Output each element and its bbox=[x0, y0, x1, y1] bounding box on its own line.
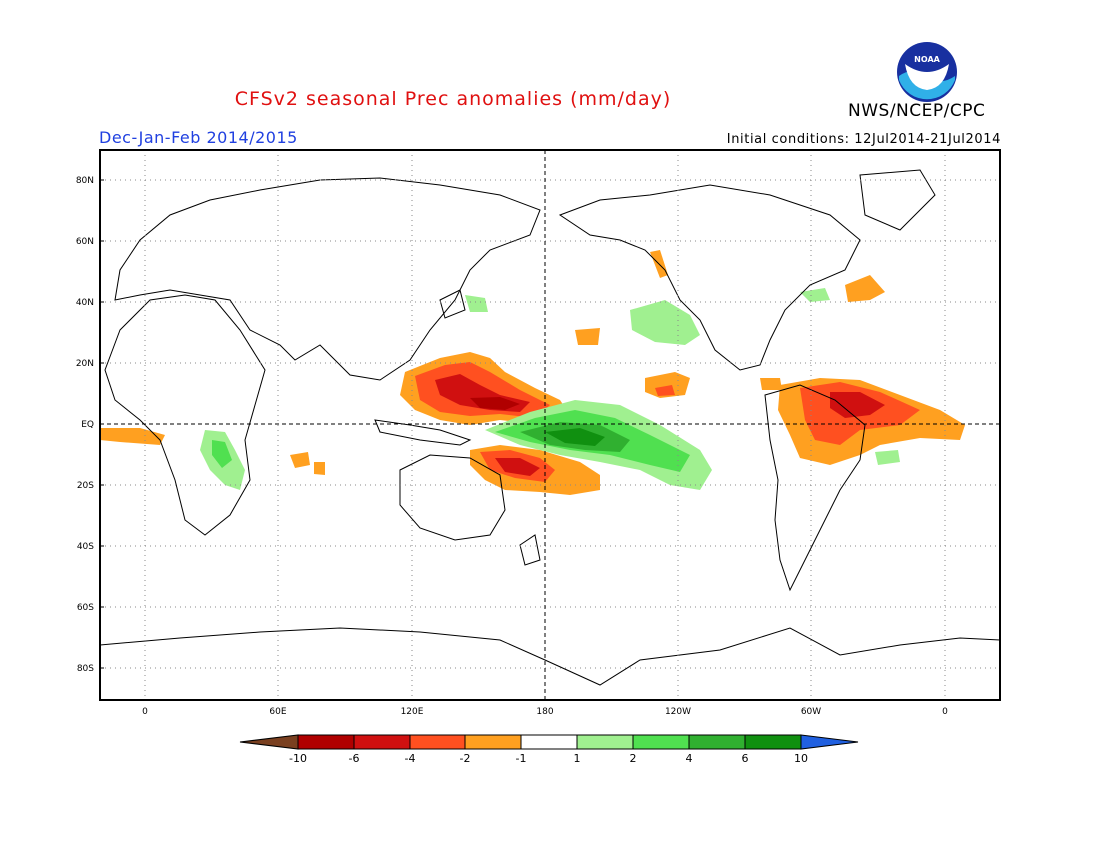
africa-coast bbox=[104, 294, 266, 536]
indonesia-coast bbox=[374, 419, 472, 446]
reference-lines bbox=[100, 150, 1000, 700]
npac-wet bbox=[465, 295, 488, 312]
lat-label-20s: 20S bbox=[77, 481, 94, 491]
south-america-coast bbox=[764, 384, 866, 592]
agency-label: NWS/NCEP/CPC bbox=[848, 101, 986, 121]
colorbar-bin-3 bbox=[409, 734, 466, 750]
colorbar-label: -1 bbox=[516, 752, 527, 765]
wpac-dry-peak bbox=[470, 397, 520, 410]
colorbar-label: 1 bbox=[574, 752, 581, 765]
initial-conditions-label: Initial conditions: 12Jul2014-21Jul2014 bbox=[726, 132, 1001, 147]
map-frame bbox=[99, 149, 1001, 701]
lat-axis: 80N 60N 40N 20N EQ 20S 40S 60S 80S bbox=[76, 176, 94, 674]
noaa-logo-text: NOAA bbox=[914, 55, 940, 64]
colorbar-bin-4 bbox=[464, 734, 522, 750]
lat-label-eq: EQ bbox=[81, 420, 94, 430]
antarctica-coast bbox=[100, 627, 1000, 686]
colorbar-labels: -10 -6 -4 -2 -1 1 2 4 6 10 bbox=[289, 752, 808, 765]
natl-dry bbox=[845, 275, 885, 302]
colorbar-label: 2 bbox=[630, 752, 637, 765]
lon-label-60e: 60E bbox=[269, 707, 286, 717]
cpac-wet-peak bbox=[545, 428, 605, 446]
season-label: Dec-Jan-Feb 2014/2015 bbox=[99, 128, 298, 147]
chart-title: CFSv2 seasonal Prec anomalies (mm/day) bbox=[0, 88, 1100, 110]
colorbar-label: 4 bbox=[686, 752, 693, 765]
greenland-coast bbox=[859, 169, 936, 231]
africa-wet-core bbox=[212, 440, 232, 468]
colorbar-bin-1 bbox=[297, 734, 355, 750]
coastlines bbox=[100, 169, 1000, 686]
japan-coast bbox=[439, 289, 466, 319]
colorbar-label: 10 bbox=[794, 752, 808, 765]
lat-label-40s: 40S bbox=[77, 542, 94, 552]
colorbar-label: -6 bbox=[349, 752, 360, 765]
lat-label-60s: 60S bbox=[77, 603, 94, 613]
colorbar-bin-8 bbox=[688, 734, 746, 750]
io-dry-1 bbox=[290, 452, 310, 468]
io-dry-2 bbox=[314, 462, 325, 475]
north-america-coast bbox=[558, 184, 861, 371]
graticule bbox=[100, 150, 1000, 700]
colorbar-low-arrow bbox=[239, 734, 299, 750]
colorbar-label: -4 bbox=[405, 752, 416, 765]
colorbar bbox=[239, 734, 859, 750]
brazil-wet bbox=[875, 450, 900, 465]
lon-label-60w: 60W bbox=[801, 707, 821, 717]
eqatl-dry bbox=[100, 428, 165, 445]
swpac-dry-core bbox=[495, 458, 540, 476]
lon-label-120e: 120E bbox=[401, 707, 424, 717]
nepac-wet bbox=[630, 300, 700, 345]
gulfstream-wet bbox=[800, 288, 830, 302]
lat-label-40n: 40N bbox=[76, 298, 94, 308]
newzealand-coast bbox=[519, 534, 541, 566]
lon-label-180: 180 bbox=[536, 707, 553, 717]
lat-ticks bbox=[100, 179, 104, 669]
colorbar-label: -10 bbox=[289, 752, 307, 765]
colorbar-bin-2 bbox=[353, 734, 411, 750]
eurasia-coast bbox=[114, 177, 541, 381]
colorbar-label: -2 bbox=[460, 752, 471, 765]
lat-label-60n: 60N bbox=[76, 237, 94, 247]
carib-dry bbox=[760, 378, 782, 390]
lat-label-80s: 80S bbox=[77, 664, 94, 674]
australia-coast bbox=[399, 454, 506, 541]
colorbar-bin-6 bbox=[576, 734, 634, 750]
atl-dry-core bbox=[830, 392, 885, 418]
npac-dry-small bbox=[575, 328, 600, 345]
colorbar-label: 6 bbox=[742, 752, 749, 765]
colorbar-bin-5 bbox=[520, 734, 578, 750]
epac-dry bbox=[645, 372, 690, 398]
epac-dry-core bbox=[655, 385, 675, 396]
lon-label-120w: 120W bbox=[665, 707, 691, 717]
lon-label-0: 0 bbox=[142, 707, 148, 717]
anomaly-shading bbox=[100, 250, 965, 495]
lon-label-0-east: 0 bbox=[942, 707, 948, 717]
lat-label-20n: 20N bbox=[76, 359, 94, 369]
lat-label-80n: 80N bbox=[76, 176, 94, 186]
noaa-logo: NOAA bbox=[897, 42, 957, 102]
chart-title-text: CFSv2 seasonal Prec anomalies (mm/day) bbox=[234, 88, 672, 110]
colorbar-bin-9 bbox=[744, 734, 802, 750]
lon-axis: 0 60E 120E 180 120W 60W 0 bbox=[142, 707, 948, 717]
colorbar-bin-7 bbox=[632, 734, 690, 750]
colorbar-high-arrow bbox=[800, 734, 859, 750]
